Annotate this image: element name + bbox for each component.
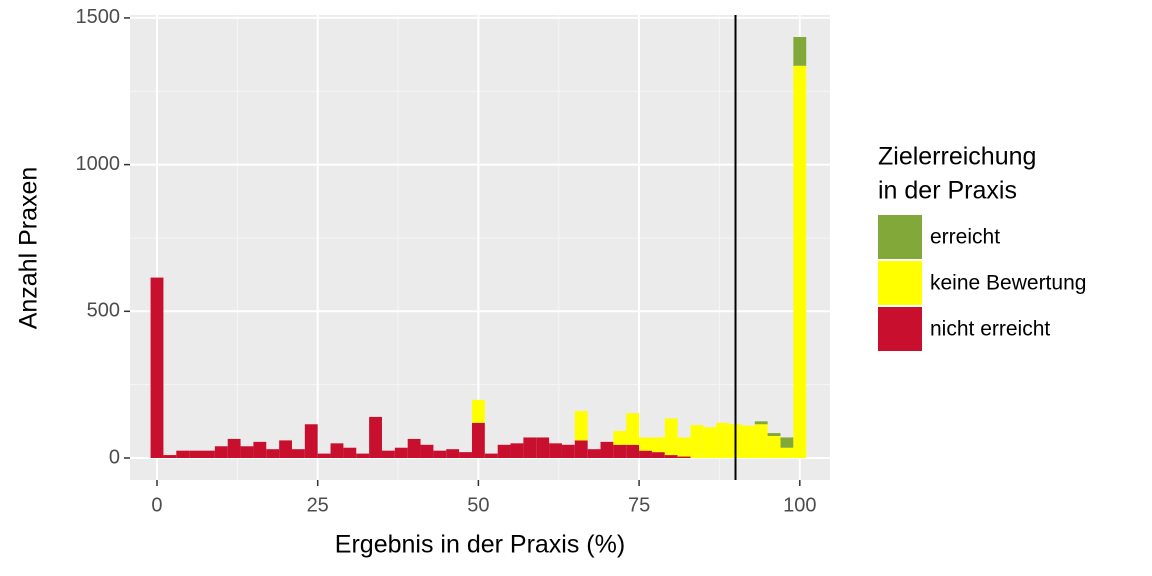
histogram-bar <box>793 65 807 458</box>
histogram-bar <box>189 450 202 458</box>
legend-title: Zielerreichung <box>878 143 1036 171</box>
histogram-bar <box>471 399 485 423</box>
histogram-bar <box>484 453 498 458</box>
histogram-bar <box>266 449 280 458</box>
histogram-bar <box>497 444 511 458</box>
histogram-bar <box>767 433 781 436</box>
histogram-bar <box>613 431 627 445</box>
histogram-bar <box>574 440 588 458</box>
legend-label: erreicht <box>930 226 1000 249</box>
histogram-bar <box>369 416 382 458</box>
histogram-bar <box>664 418 678 456</box>
y-axis-title: Anzahl Praxen <box>15 167 43 330</box>
histogram-bar <box>446 449 460 458</box>
histogram-bar <box>471 422 485 458</box>
legend-label: keine Bewertung <box>930 272 1086 295</box>
histogram-bar <box>510 443 524 458</box>
histogram-bar <box>394 447 408 458</box>
histogram-bar <box>330 443 344 458</box>
histogram-bar <box>780 447 794 458</box>
histogram-bar <box>214 446 228 458</box>
histogram-bar <box>613 444 627 458</box>
x-tick-label: 75 <box>628 494 650 516</box>
histogram-bar <box>600 441 614 458</box>
histogram-bar <box>227 438 241 458</box>
histogram-bar <box>343 447 357 458</box>
histogram-bar <box>664 455 678 458</box>
histogram-bar <box>536 437 550 458</box>
legend-title: in der Praxis <box>878 177 1017 205</box>
y-tick-label: 0 <box>109 446 120 468</box>
histogram-bar <box>690 425 704 458</box>
histogram-bar <box>626 413 640 445</box>
y-tick-label: 500 <box>87 300 120 322</box>
legend-swatch <box>878 215 922 259</box>
histogram-bar <box>304 424 318 458</box>
y-tick-label: 1000 <box>76 153 121 175</box>
histogram-bar <box>651 452 665 458</box>
x-tick-label: 50 <box>467 494 489 516</box>
histogram-bar <box>677 437 691 457</box>
histogram-bar <box>523 437 537 458</box>
histogram-bar <box>201 450 215 458</box>
histogram-bar <box>780 437 794 448</box>
histogram-bar <box>433 450 447 458</box>
histogram-bar <box>703 427 717 458</box>
legend-swatch <box>878 307 922 351</box>
histogram-bar <box>767 435 781 458</box>
histogram-bar <box>561 444 575 458</box>
histogram-bar <box>150 277 164 458</box>
histogram-bar <box>407 438 421 458</box>
histogram-bar <box>626 444 640 458</box>
histogram-bar <box>240 446 254 458</box>
histogram-bar <box>291 449 305 458</box>
histogram-bar <box>754 421 768 425</box>
histogram-bar <box>381 450 395 458</box>
x-tick-label: 100 <box>783 494 816 516</box>
histogram-bar <box>741 425 755 458</box>
histogram-bar <box>651 437 665 453</box>
histogram-bar <box>639 450 652 458</box>
histogram-bar <box>356 453 370 458</box>
histogram-bar <box>163 455 177 458</box>
legend-swatch <box>878 261 922 305</box>
histogram-bar <box>459 452 472 458</box>
histogram-bar <box>677 456 691 458</box>
histogram-bar <box>574 411 588 441</box>
histogram-bar <box>176 450 190 458</box>
histogram-bar <box>639 437 652 451</box>
histogram-bar <box>317 453 331 458</box>
histogram-bar <box>279 440 292 458</box>
histogram-bar <box>754 424 768 458</box>
x-tick-label: 0 <box>151 494 162 516</box>
histogram-bar <box>587 449 601 458</box>
y-tick-label: 1500 <box>76 6 121 28</box>
histogram-bar <box>793 37 807 66</box>
histogram-bar <box>420 444 434 458</box>
histogram-bar <box>716 422 730 458</box>
histogram-bar <box>253 441 267 458</box>
x-tick-label: 25 <box>307 494 329 516</box>
x-axis-title: Ergebnis in der Praxis (%) <box>335 531 625 559</box>
legend-label: nicht erreicht <box>930 318 1050 341</box>
histogram-bar <box>549 443 562 458</box>
